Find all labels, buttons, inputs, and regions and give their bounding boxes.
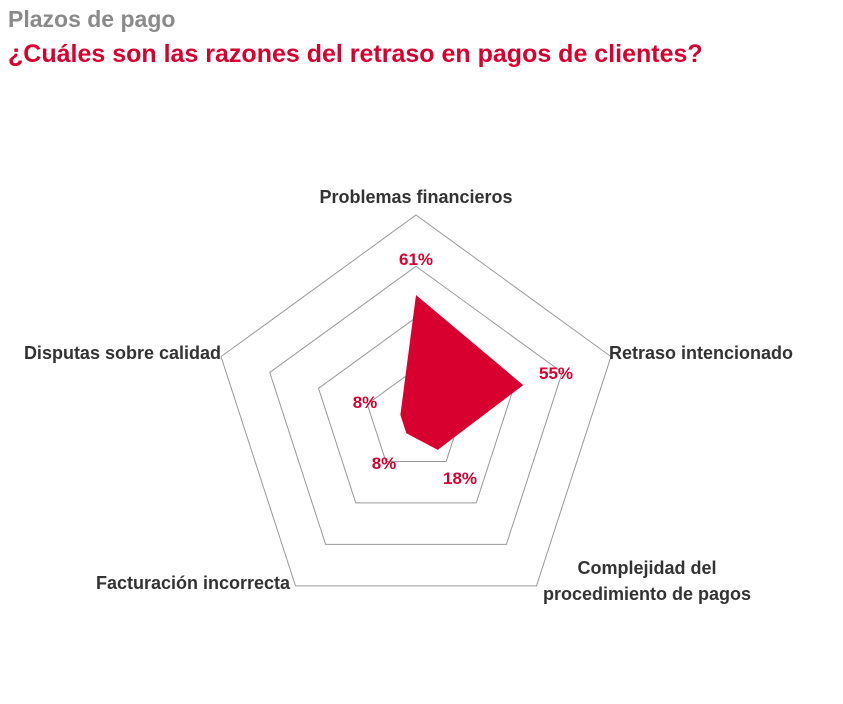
radar-value-labels: 61% 55% 18% 8% 8% [353, 250, 573, 488]
chart-title: ¿Cuáles son las razones del retraso en p… [8, 40, 703, 68]
series-area [400, 294, 524, 450]
value-label-4: 8% [372, 454, 397, 473]
axis-label-2: Retraso intencionado [609, 343, 793, 363]
axis-label-4: Facturación incorrecta [96, 573, 291, 593]
chart-subtitle: Plazos de pago [8, 6, 176, 32]
axis-label-3: Complejidad del procedimiento de pagos [543, 558, 751, 604]
axis-label-5: Disputas sobre calidad [24, 343, 221, 363]
grid-ring-3 [269, 265, 563, 545]
radar-axis-labels: Problemas financieros Retraso intencionad… [24, 187, 793, 604]
value-label-5: 8% [353, 393, 378, 412]
grid-ring-4 [220, 214, 612, 587]
radar-series [400, 294, 524, 450]
value-label-1: 61% [399, 250, 433, 269]
axis-label-1: Problemas financieros [319, 187, 512, 207]
value-label-3: 18% [443, 469, 477, 488]
value-label-2: 55% [539, 364, 573, 383]
